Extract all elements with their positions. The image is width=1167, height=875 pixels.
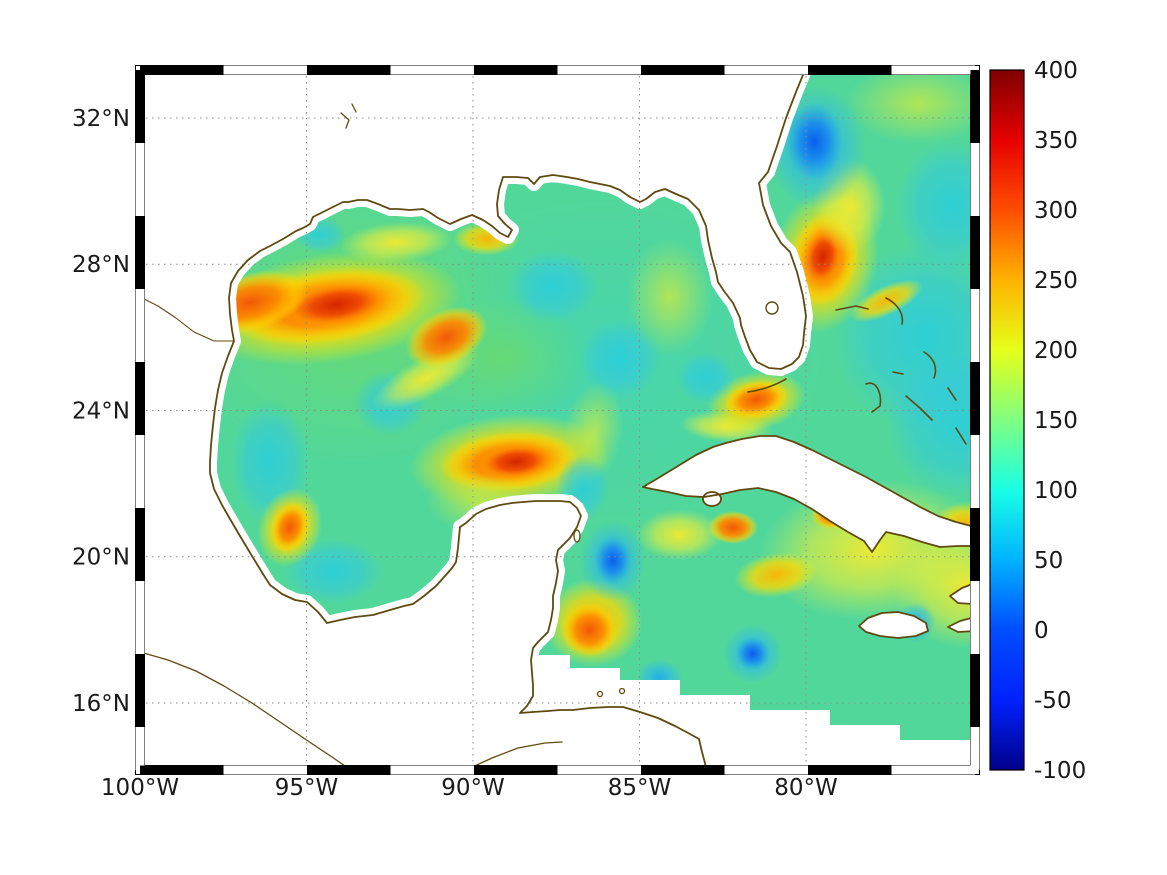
field-feature xyxy=(476,443,557,481)
field-feature xyxy=(734,552,818,598)
bay-island-1 xyxy=(596,690,604,698)
island-cuba xyxy=(643,436,975,552)
field-feature xyxy=(786,103,843,181)
coastline-cuba xyxy=(642,435,975,553)
latitude-tick-label: 16°N xyxy=(72,691,130,717)
longitude-tick-label: 80°W xyxy=(774,775,838,801)
colorbar-tick-label: 250 xyxy=(1034,268,1078,294)
pacific-coastline-mexico xyxy=(140,651,349,769)
longitude-tick-label: 85°W xyxy=(608,775,672,801)
florida-keys xyxy=(747,378,787,393)
coastline-isla-juventud xyxy=(702,491,722,507)
field-feature xyxy=(885,352,975,499)
island-jamaica xyxy=(859,612,928,638)
island-hispaniola-north-tip xyxy=(950,583,975,604)
colorbar-tick-label: 100 xyxy=(1034,478,1078,504)
field-feature xyxy=(626,238,713,356)
colorbar: 400 350 300 250 200 150 100 50 0 -50 -100 xyxy=(989,58,1086,784)
field-feature xyxy=(676,351,737,404)
bay-island-2 xyxy=(618,687,626,695)
coastline-jamaica xyxy=(858,611,929,639)
longitude-tick-label: 90°W xyxy=(441,775,505,801)
colorbar-tick-label: 0 xyxy=(1034,618,1049,644)
island-cozumel xyxy=(573,529,581,543)
lake-okeechobee xyxy=(765,301,779,315)
islands-bahamas xyxy=(835,297,967,445)
longitude-tick-label: 95°W xyxy=(275,775,339,801)
coastlines xyxy=(140,70,975,770)
island-hispaniola-south-tip xyxy=(948,617,975,632)
latitude-tick-label: 24°N xyxy=(72,398,130,424)
field-feature xyxy=(579,319,660,400)
colorbar-tick-label: 150 xyxy=(1034,408,1078,434)
pacific-coastline-guatemala xyxy=(465,741,563,770)
graticule xyxy=(140,70,975,770)
map-frame xyxy=(135,65,980,775)
field-feature xyxy=(280,280,393,329)
field-feature xyxy=(507,249,598,323)
colorbar-tick-label: 400 xyxy=(1034,58,1078,84)
field-feature xyxy=(405,306,488,369)
latitude-tick-label: 28°N xyxy=(72,252,130,278)
colorbar-tick-label: -100 xyxy=(1034,758,1086,784)
field-feature xyxy=(849,279,923,323)
coastline-hispaniola-tips xyxy=(947,582,975,633)
field-feature xyxy=(724,380,788,419)
field-feature xyxy=(594,536,632,585)
latitude-tick-label: 32°N xyxy=(72,106,130,132)
field-feature xyxy=(270,502,309,553)
rio-grande-river xyxy=(140,296,235,342)
colorbar-labels: 400 350 300 250 200 150 100 50 0 -50 -100 xyxy=(1034,58,1086,784)
field-feature xyxy=(895,139,975,272)
coastline-mainland xyxy=(209,70,807,770)
colorbar-tick-label: 50 xyxy=(1034,548,1063,574)
latitude-axis-labels: 32°N 28°N 24°N 20°N 16°N xyxy=(72,106,130,717)
field-feature xyxy=(636,509,723,561)
field-feature xyxy=(845,70,975,144)
colorbar-tick-label: -50 xyxy=(1034,688,1072,714)
colorbar-tick-label: 350 xyxy=(1034,128,1078,154)
field-feature xyxy=(561,602,618,658)
latitude-tick-label: 20°N xyxy=(72,545,130,571)
longitude-tick-label: 100°W xyxy=(101,775,179,801)
colorbar-tick-label: 300 xyxy=(1034,198,1078,224)
colorbar-bar xyxy=(989,69,1025,771)
colorbar-tick-label: 200 xyxy=(1034,338,1078,364)
longitude-axis-labels: 100°W 95°W 90°W 85°W 80°W xyxy=(101,775,838,801)
texas-lakes xyxy=(340,103,357,129)
field-feature xyxy=(736,637,770,671)
